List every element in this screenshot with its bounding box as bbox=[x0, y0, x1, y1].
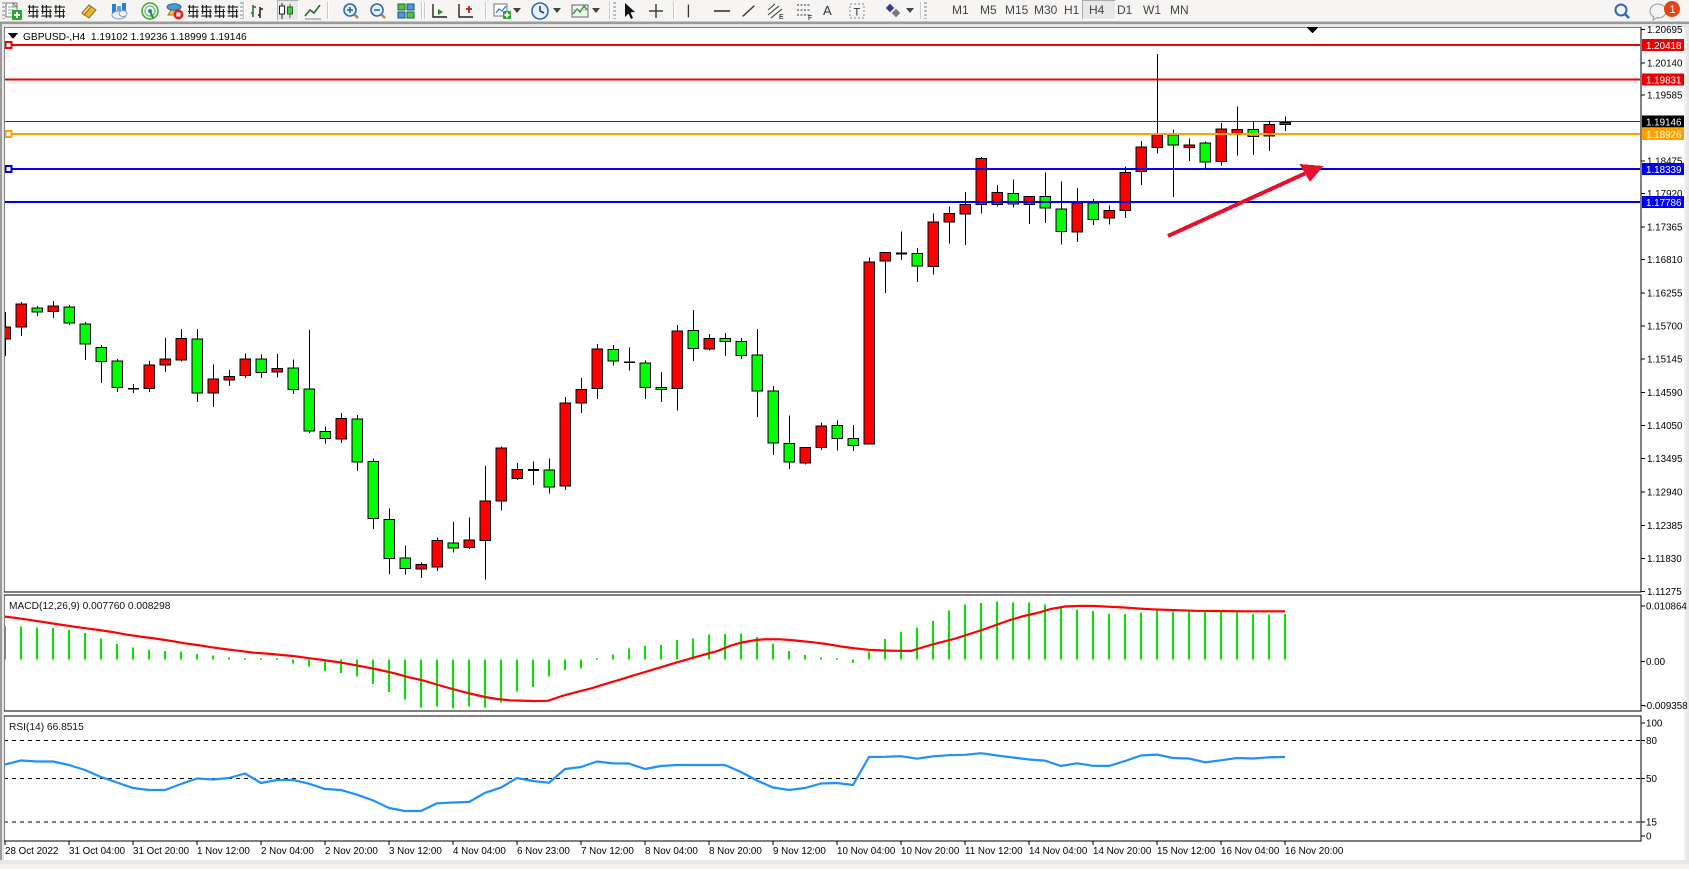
svg-text:16 Nov 04:00: 16 Nov 04:00 bbox=[1221, 846, 1280, 857]
svg-text:F: F bbox=[808, 15, 812, 21]
svg-text:11 Nov 12:00: 11 Nov 12:00 bbox=[965, 846, 1023, 857]
svg-text:14 Nov 20:00: 14 Nov 20:00 bbox=[1093, 846, 1152, 857]
svg-text:0.010864: 0.010864 bbox=[1646, 602, 1687, 613]
svg-text:1.14590: 1.14590 bbox=[1647, 388, 1683, 399]
svg-text:MACD(12,26,9) 0.007760 0.00829: MACD(12,26,9) 0.007760 0.008298 bbox=[9, 601, 171, 612]
svg-text:1.11830: 1.11830 bbox=[1647, 554, 1682, 565]
svg-text:15 Nov 12:00: 15 Nov 12:00 bbox=[1157, 846, 1216, 857]
svg-text:1.15145: 1.15145 bbox=[1647, 355, 1683, 366]
svg-text:1.20418: 1.20418 bbox=[1646, 41, 1682, 52]
svg-text:31 Oct 20:00: 31 Oct 20:00 bbox=[133, 846, 190, 857]
svg-text:10 Nov 04:00: 10 Nov 04:00 bbox=[837, 846, 896, 857]
svg-text:50: 50 bbox=[1646, 774, 1657, 785]
svg-text:2 Nov 20:00: 2 Nov 20:00 bbox=[325, 846, 378, 857]
svg-text:1.16810: 1.16810 bbox=[1647, 255, 1683, 266]
svg-text:T: T bbox=[854, 7, 861, 19]
svg-text:1.17786: 1.17786 bbox=[1646, 198, 1682, 209]
svg-text:3 Nov 12:00: 3 Nov 12:00 bbox=[389, 846, 442, 857]
svg-text:1: 1 bbox=[1670, 4, 1676, 16]
svg-text:E: E bbox=[779, 14, 784, 21]
svg-text:1.19146: 1.19146 bbox=[1646, 118, 1682, 129]
svg-text:0: 0 bbox=[1646, 832, 1652, 843]
svg-text:1.13495: 1.13495 bbox=[1647, 454, 1683, 465]
svg-text:9 Nov 12:00: 9 Nov 12:00 bbox=[773, 846, 826, 857]
svg-text:1.12385: 1.12385 bbox=[1647, 521, 1683, 532]
svg-text:14 Nov 04:00: 14 Nov 04:00 bbox=[1029, 846, 1088, 857]
svg-text:31 Oct 04:00: 31 Oct 04:00 bbox=[69, 846, 126, 857]
svg-text:1.15700: 1.15700 bbox=[1647, 322, 1683, 333]
svg-text:1.11275: 1.11275 bbox=[1647, 587, 1682, 598]
svg-text:1.20140: 1.20140 bbox=[1647, 58, 1683, 69]
svg-text:100: 100 bbox=[1646, 719, 1663, 730]
svg-text:1.17920: 1.17920 bbox=[1647, 189, 1683, 200]
svg-text:1.14050: 1.14050 bbox=[1647, 421, 1683, 432]
svg-text:1.18926: 1.18926 bbox=[1646, 130, 1682, 141]
svg-text:10 Nov 20:00: 10 Nov 20:00 bbox=[901, 846, 960, 857]
svg-text:-0.009358: -0.009358 bbox=[1644, 701, 1689, 712]
svg-text:2 Nov 04:00: 2 Nov 04:00 bbox=[261, 846, 314, 857]
svg-text:80: 80 bbox=[1646, 736, 1657, 747]
svg-text:GBPUSD-,H4 1.19102 1.19236 1.: GBPUSD-,H4 1.19102 1.19236 1.18999 1.191… bbox=[23, 32, 247, 43]
svg-text:1.19831: 1.19831 bbox=[1646, 76, 1681, 87]
svg-text:1.18475: 1.18475 bbox=[1647, 157, 1683, 168]
svg-text:1.20695: 1.20695 bbox=[1647, 25, 1683, 36]
svg-text:1.18339: 1.18339 bbox=[1646, 165, 1681, 176]
svg-text:0.00: 0.00 bbox=[1646, 657, 1666, 668]
svg-text:RSI(14) 66.8515: RSI(14) 66.8515 bbox=[9, 722, 84, 733]
svg-text:1.19585: 1.19585 bbox=[1647, 90, 1683, 101]
svg-text:6 Nov 23:00: 6 Nov 23:00 bbox=[517, 846, 570, 857]
svg-text:8 Nov 20:00: 8 Nov 20:00 bbox=[709, 846, 762, 857]
svg-text:16 Nov 20:00: 16 Nov 20:00 bbox=[1285, 846, 1344, 857]
svg-text:4 Nov 04:00: 4 Nov 04:00 bbox=[453, 846, 506, 857]
svg-text:1.17365: 1.17365 bbox=[1647, 222, 1683, 233]
svg-text:1 Nov 12:00: 1 Nov 12:00 bbox=[197, 846, 250, 857]
svg-text:8 Nov 04:00: 8 Nov 04:00 bbox=[645, 846, 698, 857]
svg-text:1.12940: 1.12940 bbox=[1647, 488, 1683, 499]
svg-text:28 Oct 2022: 28 Oct 2022 bbox=[5, 846, 58, 857]
svg-text:7 Nov 12:00: 7 Nov 12:00 bbox=[581, 846, 634, 857]
svg-text:1.16255: 1.16255 bbox=[1647, 288, 1683, 299]
svg-text:15: 15 bbox=[1646, 818, 1657, 829]
